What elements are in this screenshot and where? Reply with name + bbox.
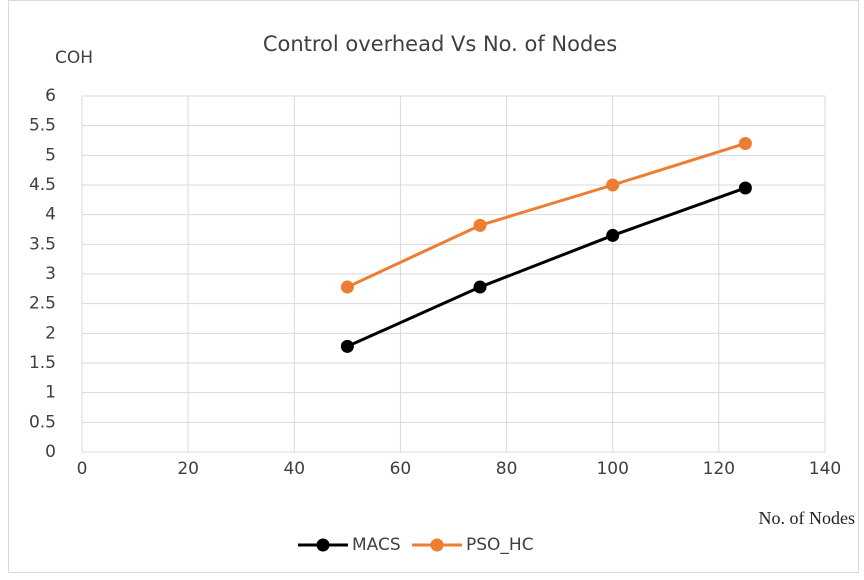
data-point bbox=[606, 228, 620, 242]
data-point bbox=[340, 280, 354, 294]
y-axis-label: COH bbox=[55, 48, 93, 68]
y-tick-label: 1 bbox=[45, 383, 56, 403]
x-tick-label: 0 bbox=[77, 459, 88, 479]
x-tick-label: 100 bbox=[596, 459, 628, 479]
x-tick-label: 60 bbox=[390, 459, 412, 479]
data-point bbox=[738, 136, 752, 150]
x-tick-label: 40 bbox=[283, 459, 305, 479]
x-tick-label: 120 bbox=[703, 459, 735, 479]
y-tick-label: 5.5 bbox=[29, 116, 56, 136]
legend-label: PSO_HC bbox=[466, 535, 534, 555]
x-tick-label: 20 bbox=[177, 459, 199, 479]
chart-title: Control overhead Vs No. of Nodes bbox=[263, 32, 617, 56]
series-line bbox=[346, 142, 746, 289]
y-tick-label: 0.5 bbox=[29, 412, 56, 432]
y-tick-label: 1.5 bbox=[29, 353, 56, 373]
y-tick-label: 4 bbox=[45, 205, 56, 225]
x-tick-label: 140 bbox=[809, 459, 841, 479]
legend-marker bbox=[430, 538, 444, 552]
data-point bbox=[738, 181, 752, 195]
legend-marker bbox=[316, 538, 330, 552]
y-tick-label: 2 bbox=[45, 323, 56, 343]
y-tick-label: 2.5 bbox=[29, 294, 56, 314]
legend-label: MACS bbox=[352, 535, 401, 555]
y-tick-label: 0 bbox=[45, 442, 56, 462]
y-tick-label: 6 bbox=[45, 86, 56, 106]
y-tick-label: 4.5 bbox=[29, 175, 56, 195]
y-tick-label: 3.5 bbox=[29, 234, 56, 254]
data-point bbox=[340, 339, 354, 353]
y-tick-label: 3 bbox=[45, 264, 56, 284]
y-tick-label: 5 bbox=[45, 145, 56, 165]
x-tick-label: 80 bbox=[496, 459, 518, 479]
chart-border bbox=[8, 0, 859, 573]
data-point bbox=[606, 178, 620, 192]
x-axis-label: No. of Nodes bbox=[759, 508, 856, 528]
series-line bbox=[346, 186, 746, 348]
data-point bbox=[473, 218, 487, 232]
data-point bbox=[473, 280, 487, 294]
